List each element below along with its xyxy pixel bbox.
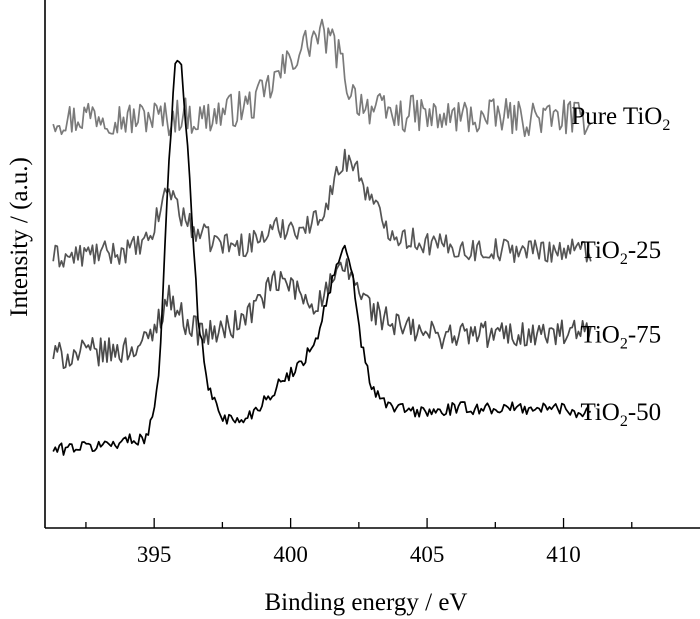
series-line-tio2-50 <box>52 59 591 456</box>
x-tick-label: 405 <box>410 542 445 567</box>
series-label: Pure TiO2 <box>571 103 670 134</box>
tick-layer: 395 400 405 410 <box>85 518 633 567</box>
label-layer: Pure TiO2 TiO2-25 TiO2-75 TiO2-50 <box>571 103 670 430</box>
x-tick-label: 395 <box>137 542 172 567</box>
series-line-pure-tio2 <box>52 18 592 138</box>
series-line-tio2-25 <box>52 148 592 268</box>
axis-layer <box>44 0 700 529</box>
series-line-tio2-75 <box>52 258 592 370</box>
x-tick-label: 400 <box>273 542 308 567</box>
x-tick-label: 410 <box>546 542 581 567</box>
series-label: TiO2-50 <box>580 399 661 430</box>
x-axis-title: Binding energy / eV <box>265 589 468 616</box>
series-layer <box>52 18 592 456</box>
series-label: TiO2-75 <box>580 321 661 352</box>
series-label: TiO2-25 <box>580 237 661 268</box>
y-axis-title: Intensity / (a.u.) <box>6 157 33 317</box>
